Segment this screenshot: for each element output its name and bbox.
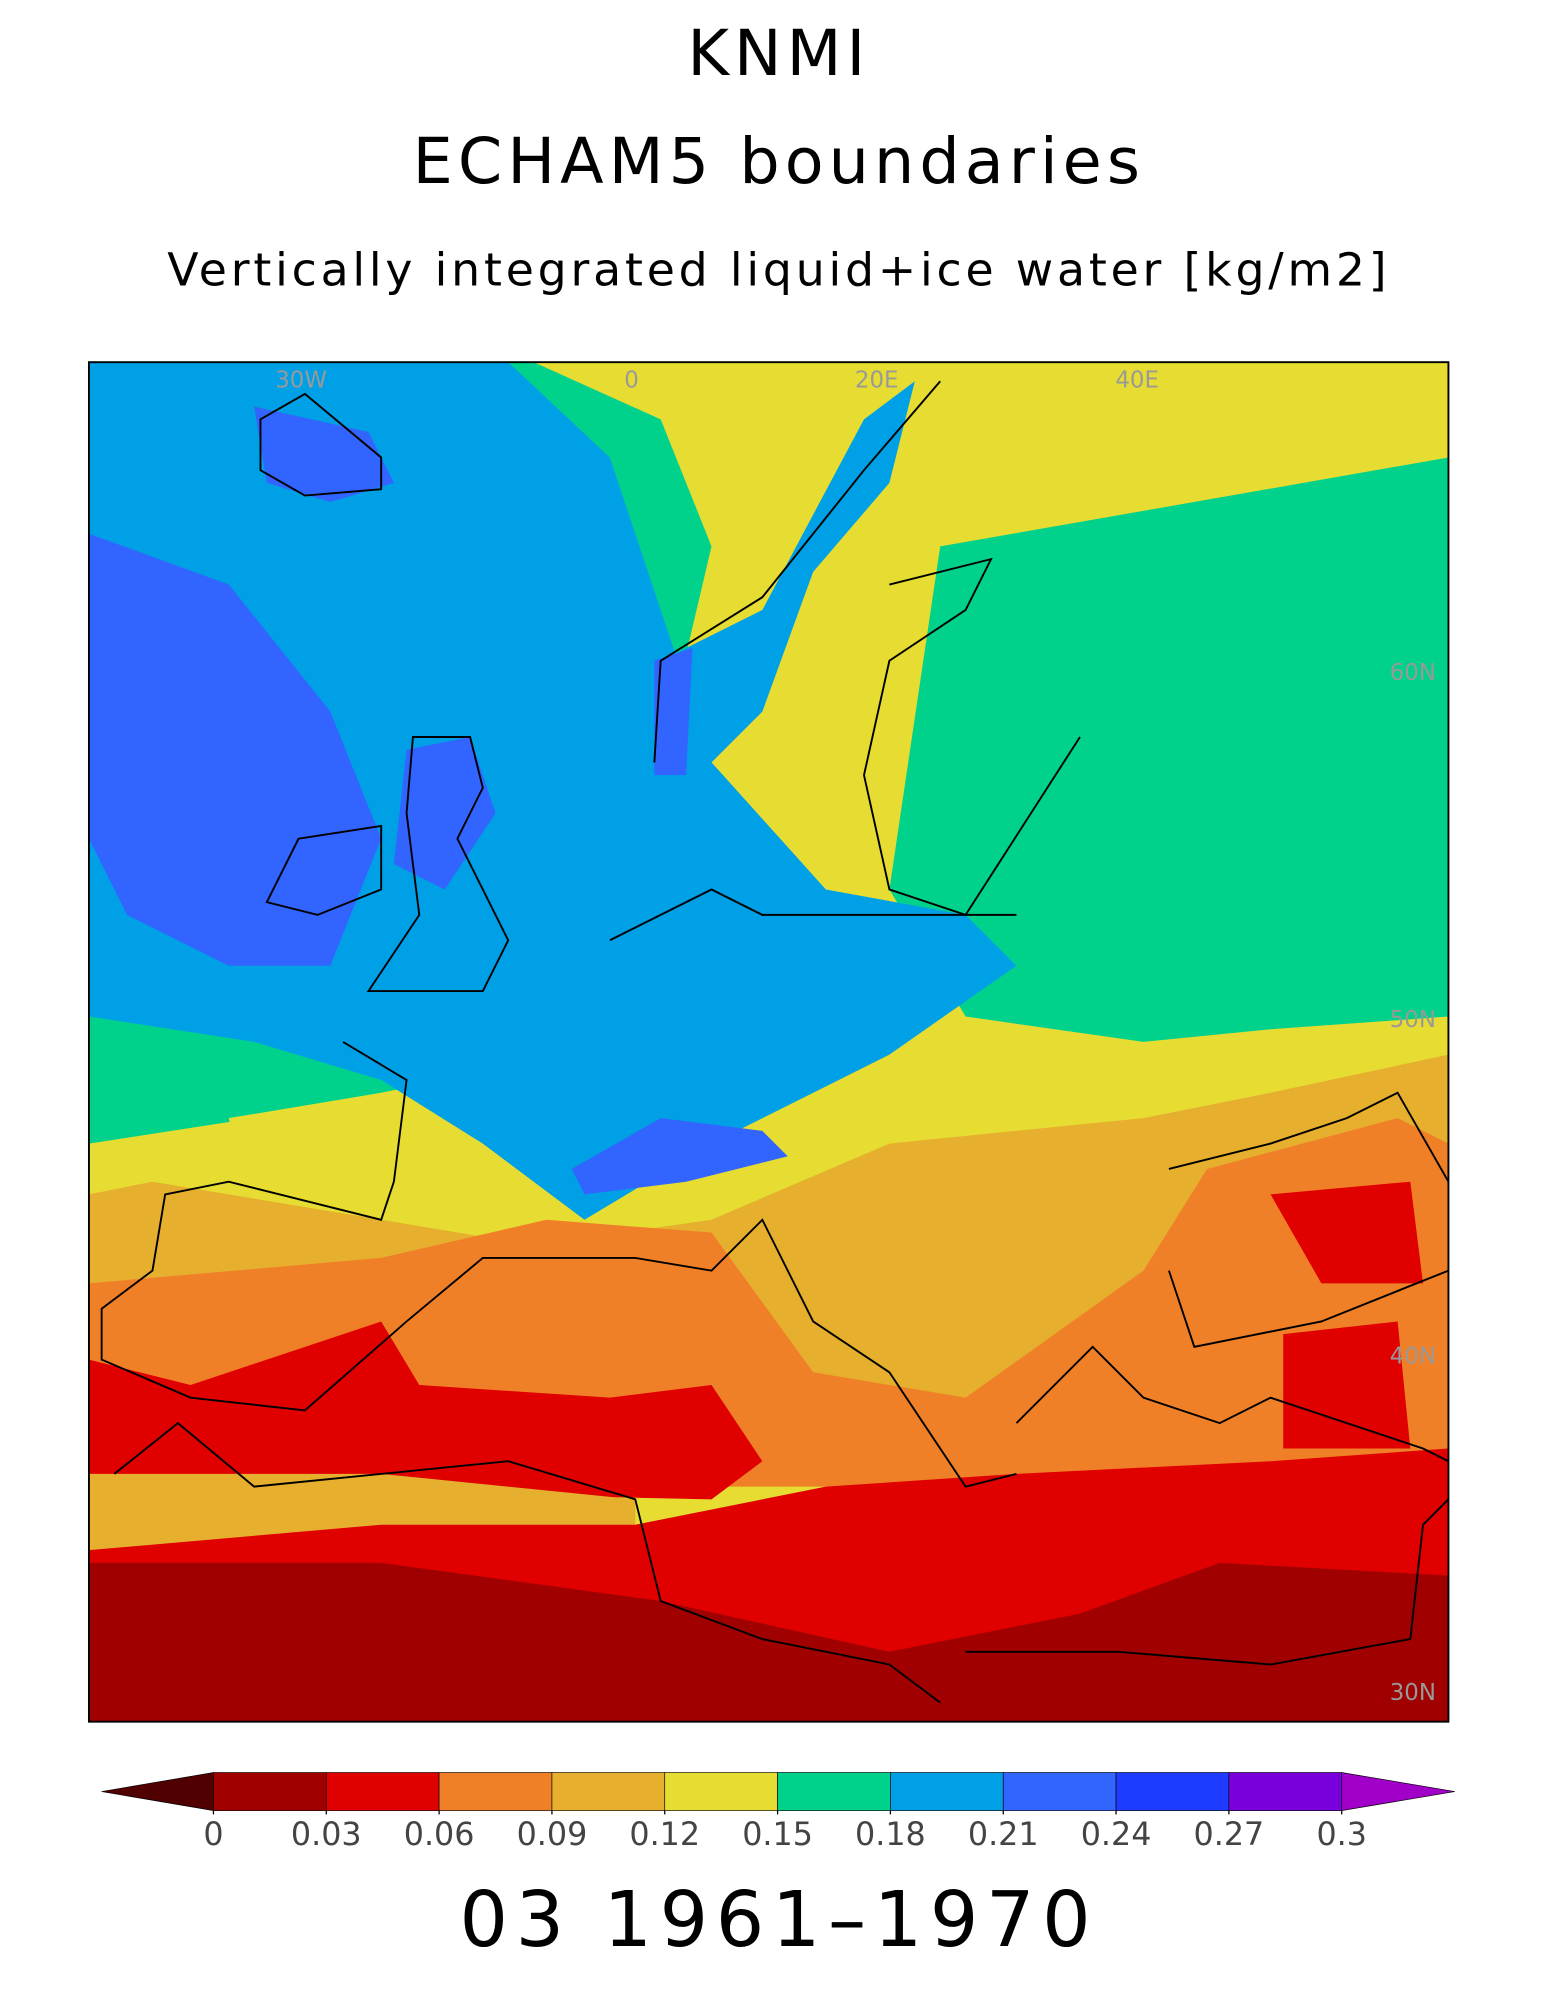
colorbar-box bbox=[1002, 1772, 1117, 1811]
colorbar-box bbox=[664, 1772, 778, 1811]
title: KNMI bbox=[687, 16, 870, 90]
grid-label: 30W bbox=[275, 368, 327, 394]
grid-label: 60N bbox=[1390, 660, 1436, 686]
field-area bbox=[654, 648, 693, 776]
colorbar-tick-label: 0.03 bbox=[291, 1817, 362, 1853]
grid-label: 20E bbox=[855, 368, 899, 394]
colorbar-box bbox=[890, 1772, 1004, 1811]
colorbar-box bbox=[777, 1772, 891, 1811]
map-field bbox=[88, 362, 1449, 1722]
colorbar-under bbox=[101, 1772, 214, 1811]
variable-label: Vertically integrated liquid+ice water [… bbox=[167, 244, 1390, 297]
colorbar-tick-label: 0.18 bbox=[855, 1817, 926, 1853]
colorbar-tick-label: 0.27 bbox=[1194, 1817, 1265, 1853]
colorbar-box bbox=[325, 1772, 440, 1811]
grid-label: 40N bbox=[1390, 1344, 1436, 1370]
colorbar-box bbox=[1228, 1772, 1343, 1811]
field-area bbox=[88, 1562, 1449, 1722]
colorbar-box bbox=[1115, 1772, 1230, 1811]
colorbar-over bbox=[1341, 1772, 1455, 1811]
field-area bbox=[228, 1092, 407, 1220]
field-area bbox=[889, 457, 1449, 1042]
colorbar-tick-label: 0.12 bbox=[629, 1817, 700, 1853]
colorbar-tick-label: 0.06 bbox=[404, 1817, 475, 1853]
colorbar-box bbox=[551, 1772, 666, 1811]
field-area bbox=[1283, 1321, 1411, 1449]
field-area bbox=[660, 381, 915, 788]
colorbar-tick-label: 0.24 bbox=[1081, 1817, 1152, 1853]
field-area bbox=[88, 533, 382, 966]
grid-label: 50N bbox=[1390, 1007, 1436, 1033]
grid-label: 30N bbox=[1390, 1680, 1436, 1706]
map-frame bbox=[87, 361, 1450, 1723]
colorbar-tick-label: 0.3 bbox=[1316, 1817, 1367, 1853]
colorbar-box bbox=[438, 1772, 553, 1811]
field-area bbox=[571, 1118, 788, 1195]
colorbar-tick-label: 0.15 bbox=[742, 1817, 813, 1853]
field-area bbox=[1270, 1181, 1424, 1284]
subtitle: ECHAM5 boundaries bbox=[413, 124, 1145, 198]
period-label: 03 1961–1970 bbox=[459, 1875, 1098, 1964]
grid-label: 0 bbox=[624, 368, 639, 394]
field-area bbox=[254, 406, 394, 502]
colorbar-tick-label: 0 bbox=[203, 1817, 223, 1853]
coastlines bbox=[100, 380, 1449, 1704]
colorbar-box bbox=[213, 1772, 327, 1811]
field-area bbox=[88, 362, 1017, 1220]
colorbar-tick-label: 0.21 bbox=[968, 1817, 1039, 1853]
grid-label: 40E bbox=[1115, 368, 1159, 394]
field-area bbox=[393, 736, 496, 890]
colorbar-tick-label: 0.09 bbox=[517, 1817, 588, 1853]
field-area bbox=[88, 1321, 763, 1500]
